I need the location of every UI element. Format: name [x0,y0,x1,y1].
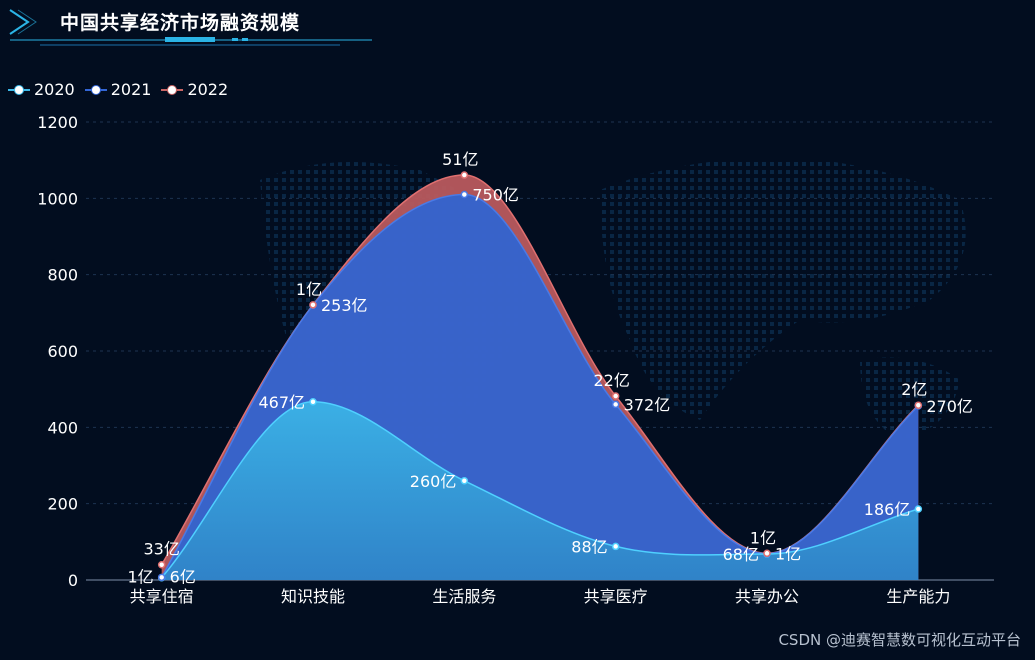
title-decoration [9,9,372,46]
data-point[interactable] [460,190,469,199]
data-point[interactable] [309,301,317,309]
data-label: 68亿 [723,545,759,564]
x-tick-label: 知识技能 [281,587,345,606]
data-point[interactable] [763,549,771,558]
plot-area: 0 200 400 600 800 1000 1200 共享住宿 知识技能 生活服务 共享医疗 共享办… [37,113,994,606]
data-point[interactable] [460,171,469,179]
x-tick-label: 生活服务 [432,587,496,606]
series-area-2020 [161,401,919,580]
y-tick-label: 800 [47,266,78,285]
legend-label: 2022 [187,80,229,99]
legend[interactable]: 2020 2021 2022 [8,80,228,99]
y-tick-label: 600 [47,342,78,361]
data-point[interactable] [460,477,469,485]
data-label: 33亿 [143,540,179,559]
data-label: 1亿 [296,280,322,299]
x-tick-label: 共享医疗 [584,587,648,606]
data-label: 1亿 [127,567,153,586]
data-label: 253亿 [321,296,368,315]
data-label: 6亿 [170,568,196,587]
data-label: 1亿 [750,528,776,547]
page-title: 中国共享经济市场融资规模 [60,12,301,34]
data-label: 270亿 [926,397,973,416]
data-point[interactable] [611,542,620,551]
data-point[interactable] [157,573,166,582]
data-label: 260亿 [410,472,457,491]
legend-marker-icon [84,84,107,96]
data-label: 88亿 [571,537,607,556]
watermark: CSDN @迪赛智慧数可视化互动平台 [778,631,1021,649]
data-label: 186亿 [864,500,911,519]
data-label: 51亿 [442,150,478,169]
x-tick-label: 共享办公 [735,587,799,606]
legend-marker-icon [161,84,184,96]
data-point[interactable] [611,392,620,400]
y-tick-label: 1200 [37,113,78,132]
x-tick-label: 共享住宿 [130,587,194,606]
data-label: 750亿 [472,186,519,205]
series-line-2020 [161,401,919,579]
x-tick-label: 生产能力 [886,587,950,606]
legend-item-2020[interactable]: 2020 [8,80,75,99]
legend-marker-icon [8,84,30,96]
data-label: 467亿 [258,393,305,412]
data-label: 2亿 [901,380,927,399]
legend-label: 2020 [34,80,75,99]
data-point[interactable] [914,505,923,513]
data-point[interactable] [611,400,620,409]
data-point[interactable] [914,401,923,409]
data-label: 22亿 [593,371,629,390]
y-tick-label: 0 [68,571,78,590]
data-point[interactable] [309,398,317,406]
legend-item-2022[interactable]: 2022 [161,80,228,99]
legend-item-2021[interactable]: 2021 [84,80,152,99]
y-tick-label: 400 [47,418,78,437]
legend-label: 2021 [110,80,152,99]
y-tick-label: 200 [47,495,78,514]
series-line-2021 [161,193,919,578]
data-point[interactable] [157,560,166,569]
data-label: 372亿 [624,395,671,414]
data-label: 1亿 [775,545,801,564]
y-tick-label: 1000 [37,189,78,208]
